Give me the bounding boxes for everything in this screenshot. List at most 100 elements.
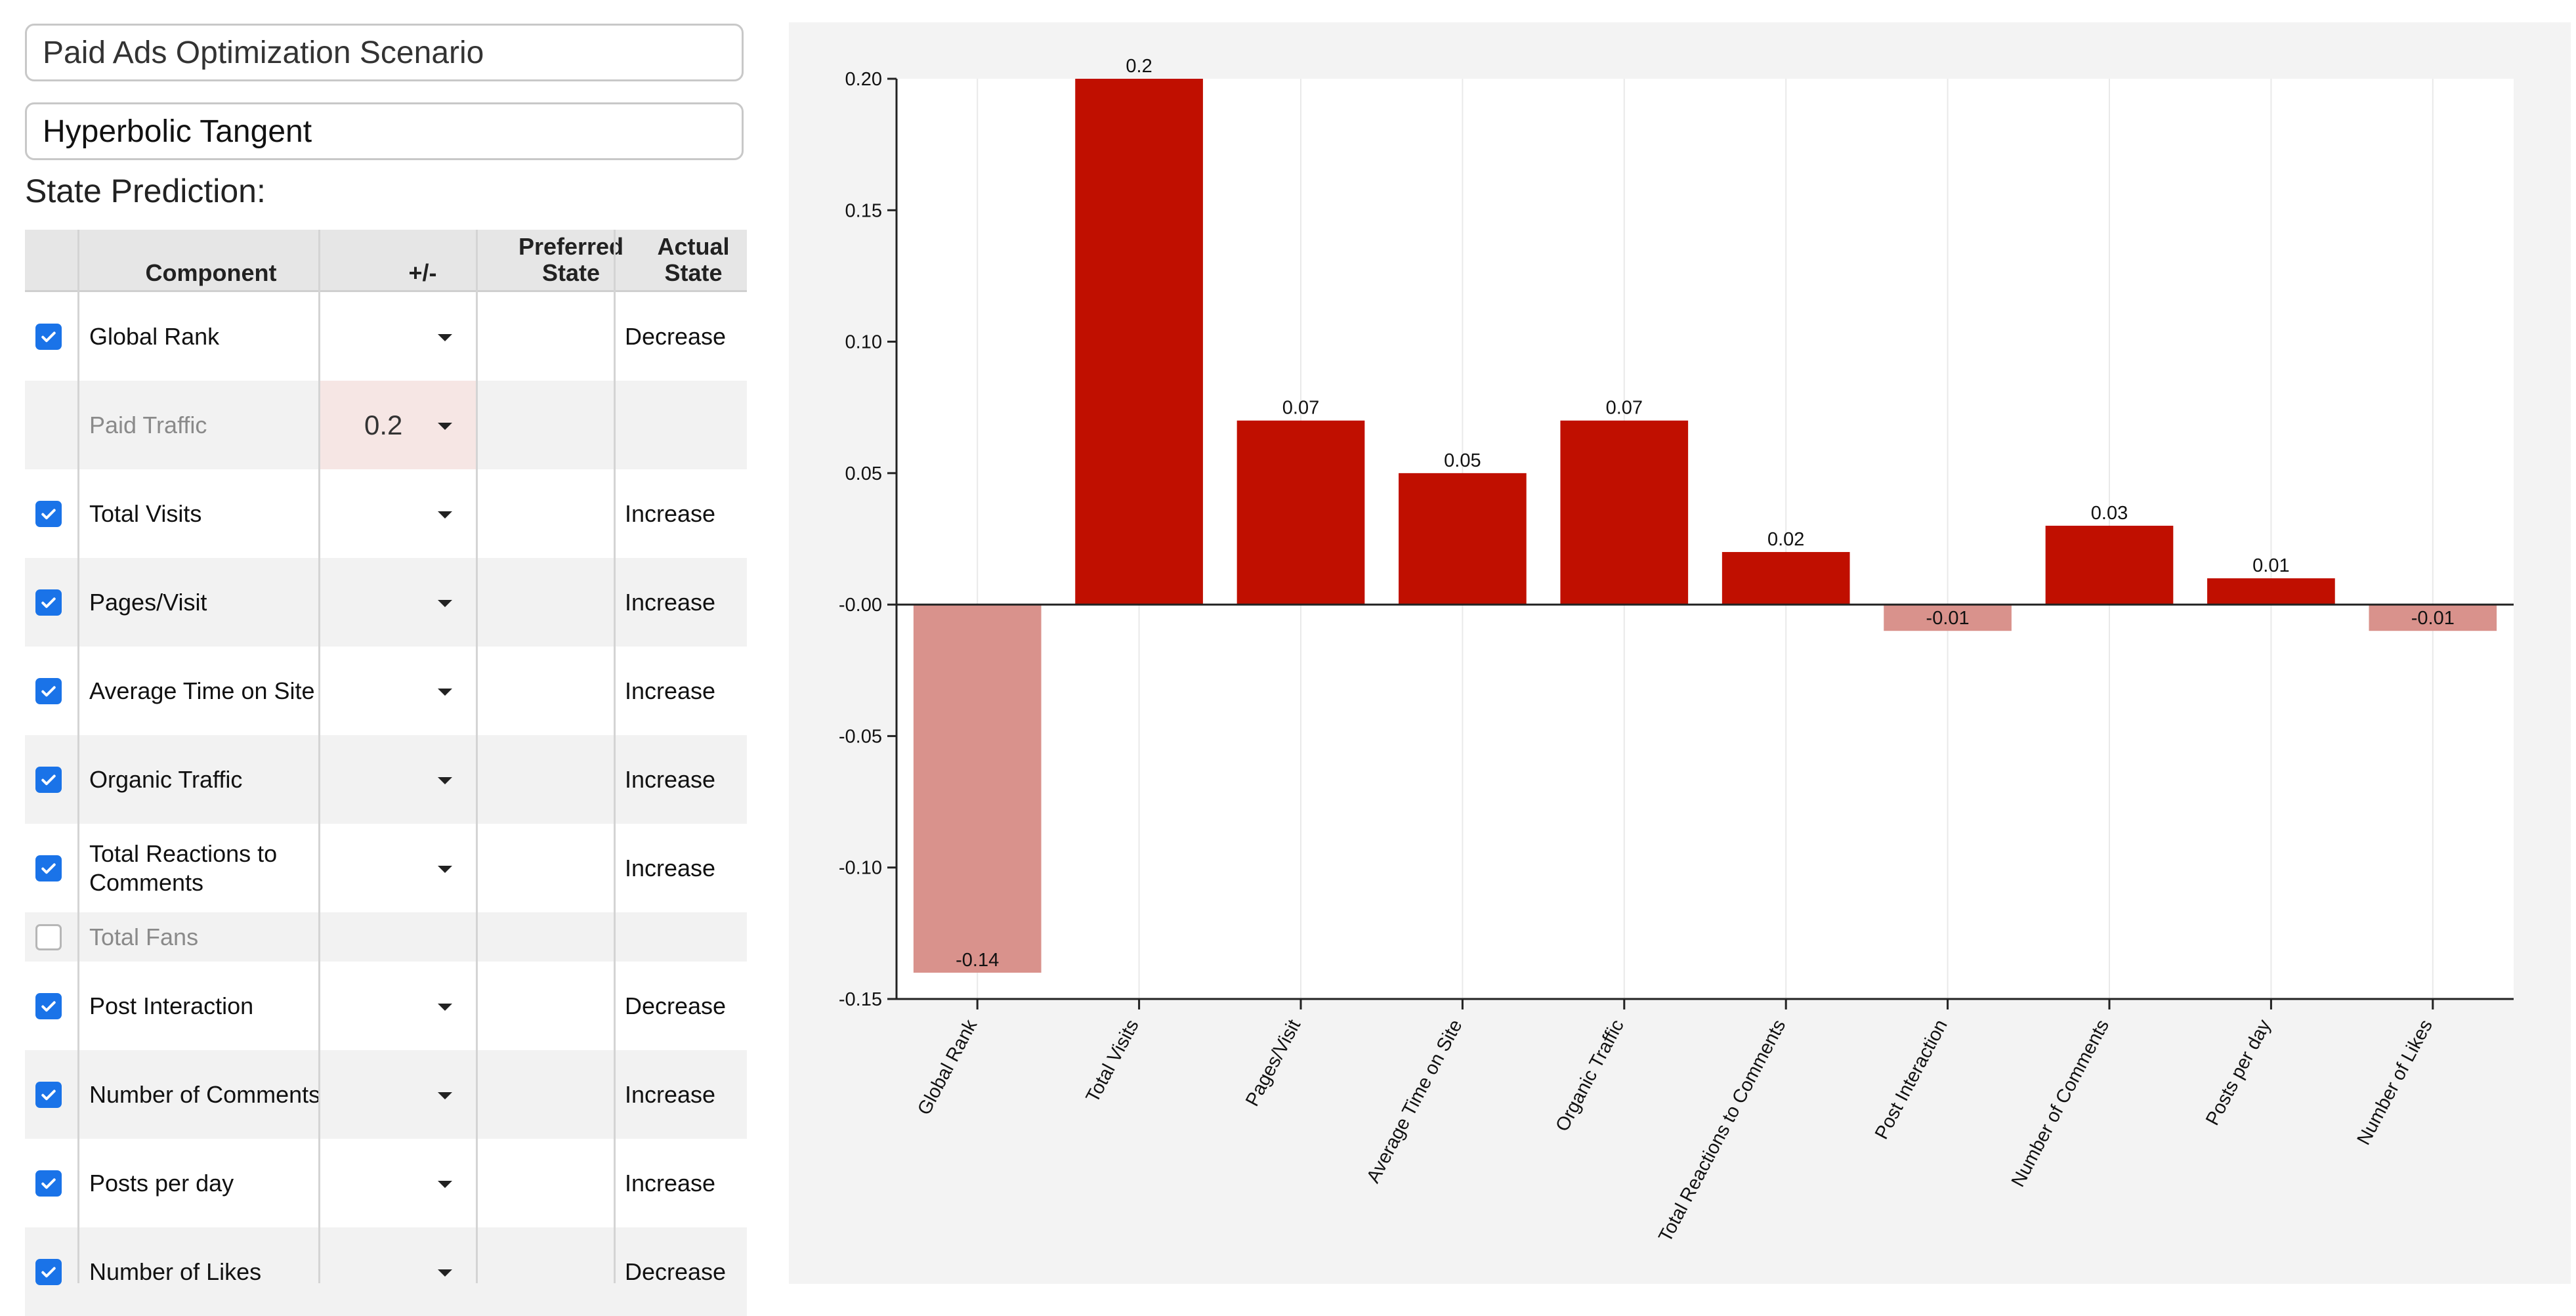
plusminus-dropdown[interactable] <box>318 735 476 824</box>
bar <box>1236 420 1365 605</box>
table-row: Organic Traffic Increase <box>25 735 747 824</box>
bar <box>913 605 1042 973</box>
plusminus-dropdown[interactable] <box>318 962 476 1050</box>
left-panel: Paid Ads Optimization Scenario Hyperboli… <box>0 0 788 1316</box>
chevron-down-icon[interactable] <box>438 865 452 873</box>
row-checkbox[interactable] <box>35 589 62 616</box>
table-row: Pages/Visit Increase <box>25 558 747 647</box>
plusminus-dropdown[interactable] <box>318 647 476 735</box>
component-name: Posts per day <box>89 1169 234 1197</box>
component-name: Organic Traffic <box>89 765 243 793</box>
plusminus-dropdown[interactable] <box>318 558 476 647</box>
bar <box>2045 525 2174 605</box>
y-tick-label: 0.20 <box>845 69 882 90</box>
row-checkbox[interactable] <box>35 1258 62 1285</box>
scenario-title-text: Paid Ads Optimization Scenario <box>43 35 484 70</box>
table-row: Number of Comments Increase <box>25 1050 747 1139</box>
component-name: Pages/Visit <box>89 588 207 616</box>
x-tick-label: Average Time on Site <box>1362 1016 1466 1186</box>
table-row: Posts per day Increase <box>25 1139 747 1227</box>
table-row: Total Fans <box>25 912 747 962</box>
column-divider <box>77 230 79 1283</box>
column-divider <box>318 230 320 1283</box>
component-name: Total Reactions to Comments <box>89 839 278 896</box>
row-checkbox[interactable] <box>35 677 62 704</box>
row-checkbox[interactable] <box>35 923 62 950</box>
chevron-down-icon[interactable] <box>438 333 452 341</box>
component-name: Average Time on Site <box>89 677 315 704</box>
actual-state: Increase <box>625 1169 716 1197</box>
bar-value-label: -0.01 <box>2411 608 2455 629</box>
state-prediction-table: Component +/- Preferred State Actual Sta… <box>25 230 747 1316</box>
bar <box>1884 605 2012 631</box>
header-preferred-state: Preferred State <box>518 233 624 286</box>
x-tick-label: Posts per day <box>2202 1016 2275 1129</box>
row-checkbox[interactable] <box>35 855 62 881</box>
header-plusminus: +/- <box>408 259 437 286</box>
y-tick-label: 0.05 <box>845 463 882 484</box>
row-checkbox[interactable] <box>35 992 62 1019</box>
table-row: Paid Traffic 0.2 <box>25 381 747 469</box>
activation-function-field[interactable]: Hyperbolic Tangent <box>25 102 744 160</box>
bar-chart: 0.20 0.15 0.10 0.05 -0.00 -0.05 -0.10 -0.15 -0.1… <box>839 56 2514 1246</box>
component-name: Total Fans <box>89 923 199 950</box>
actual-state <box>625 381 747 469</box>
table-row: Post Interaction Decrease <box>25 962 747 1050</box>
table-row: Average Time on Site Increase <box>25 647 747 735</box>
plusminus-dropdown[interactable]: 0.2 <box>318 381 476 469</box>
x-tick-label: Organic Traffic <box>1552 1016 1628 1135</box>
row-checkbox[interactable] <box>35 1170 62 1197</box>
plusminus-dropdown[interactable] <box>318 469 476 558</box>
chevron-down-icon[interactable] <box>438 422 452 430</box>
chevron-down-icon[interactable] <box>438 599 452 607</box>
actual-state: Increase <box>625 765 716 793</box>
actual-state: Increase <box>625 854 716 881</box>
bar <box>1721 552 1850 605</box>
bar-value-label: 0.03 <box>2091 503 2128 524</box>
y-tick-label: -0.00 <box>839 595 882 616</box>
component-name: Post Interaction <box>89 992 254 1019</box>
row-checkbox[interactable] <box>35 500 62 527</box>
bar <box>2207 578 2335 605</box>
chevron-down-icon[interactable] <box>438 511 452 519</box>
activation-function-text: Hyperbolic Tangent <box>43 114 312 149</box>
row-checkbox[interactable] <box>35 766 62 793</box>
plusminus-dropdown[interactable] <box>318 824 476 912</box>
bar-value-label: -0.14 <box>956 950 999 971</box>
y-tick-label: -0.05 <box>839 726 882 747</box>
chart-panel: 0.20 0.15 0.10 0.05 -0.00 -0.05 -0.10 -0.15 -0.1… <box>789 22 2571 1284</box>
state-prediction-label: State Prediction: <box>25 173 266 209</box>
bar <box>2369 605 2497 631</box>
plusminus-dropdown[interactable] <box>318 1227 476 1316</box>
chevron-down-icon[interactable] <box>438 1180 452 1188</box>
column-divider <box>476 230 478 1283</box>
chevron-down-icon[interactable] <box>438 688 452 696</box>
bar <box>1075 79 1203 605</box>
header-checkbox-col <box>25 230 79 290</box>
chevron-down-icon[interactable] <box>438 1092 452 1099</box>
chevron-down-icon[interactable] <box>438 776 452 784</box>
bar-value-label: 0.01 <box>2252 555 2289 576</box>
table-row: Global Rank Decrease <box>25 292 747 381</box>
x-tick-label: Post Interaction <box>1871 1016 1952 1143</box>
component-name: Number of Likes <box>89 1258 262 1285</box>
plusminus-dropdown[interactable] <box>318 1050 476 1139</box>
actual-state: Increase <box>625 1080 716 1108</box>
bar-value-label: 0.07 <box>1606 398 1643 419</box>
x-tick-label: Global Rank <box>914 1016 981 1118</box>
scenario-title-field[interactable]: Paid Ads Optimization Scenario <box>25 24 744 81</box>
chevron-down-icon[interactable] <box>438 1003 452 1011</box>
plusminus-dropdown[interactable] <box>318 292 476 381</box>
actual-state: Increase <box>625 677 716 704</box>
x-tick-label: Total Reactions to Comments <box>1655 1016 1790 1245</box>
actual-state: Increase <box>625 588 716 616</box>
chevron-down-icon[interactable] <box>438 1269 452 1277</box>
plusminus-dropdown[interactable] <box>318 1139 476 1227</box>
y-tick-label: -0.15 <box>839 989 882 1010</box>
row-checkbox[interactable] <box>35 323 62 350</box>
component-name: Total Visits <box>89 499 202 527</box>
actual-state: Decrease <box>625 322 727 350</box>
row-checkbox[interactable] <box>35 1081 62 1108</box>
x-tick-label: Number of Comments <box>2008 1016 2113 1190</box>
component-name: Global Rank <box>89 322 220 350</box>
